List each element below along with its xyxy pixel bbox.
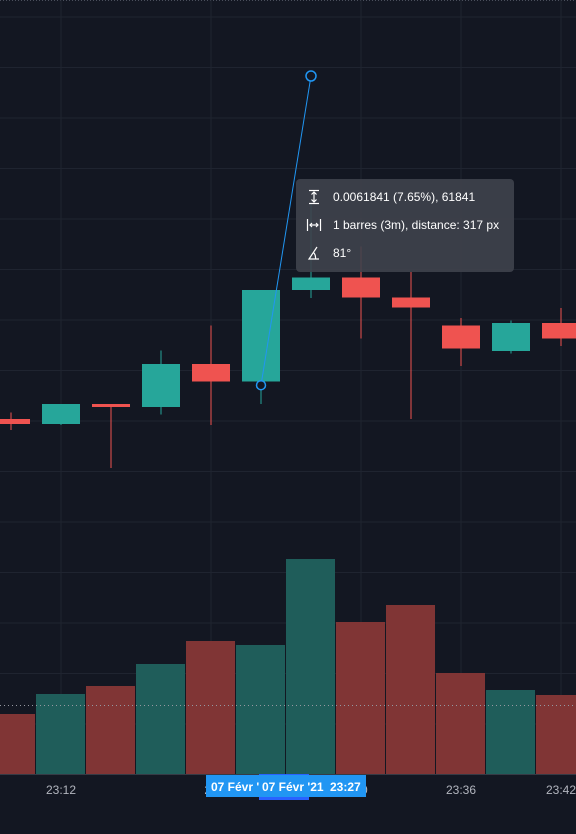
candle-body xyxy=(92,404,130,407)
price-range-measure-drawing[interactable] xyxy=(255,70,317,391)
crosshair-label-left-box xyxy=(206,775,259,797)
volume-bar xyxy=(236,645,285,774)
volume-bar xyxy=(336,622,385,774)
volume-bar xyxy=(436,673,485,774)
candle-body xyxy=(392,297,430,308)
volume-bars xyxy=(0,559,576,774)
candle-body xyxy=(192,364,230,382)
measure-bars-distance-text: 1 barres (3m), distance: 317 px xyxy=(333,218,499,232)
volume-bar xyxy=(486,690,535,774)
volume-bar xyxy=(136,664,185,774)
candle-body xyxy=(142,364,180,407)
time-axis-tick-label: 23:36 xyxy=(446,783,476,797)
angle-icon xyxy=(307,246,319,260)
volume-bar xyxy=(186,641,235,774)
measure-line xyxy=(260,75,312,386)
measure-price-change-text: 0.0061841 (7.65%), 61841 xyxy=(333,190,475,204)
crosshair-label-left: 07 Févr ' xyxy=(211,780,259,794)
crosshair-label-main: 07 Févr '21 xyxy=(262,780,324,794)
time-axis-tick-label: 23:42 xyxy=(546,783,576,797)
candle-body xyxy=(292,277,330,290)
volume-bar xyxy=(536,695,576,774)
crosshair-label-main-box xyxy=(259,775,366,797)
candle-body xyxy=(42,404,80,424)
crosshair-label-time: 23:27 xyxy=(330,780,361,794)
bars-range-icon xyxy=(306,219,322,231)
measure-start-handle[interactable] xyxy=(255,379,267,391)
volume-bar xyxy=(0,714,35,774)
candle-body xyxy=(342,277,380,298)
volume-bar xyxy=(286,559,335,774)
candle-body xyxy=(492,323,530,351)
measure-tooltip-box xyxy=(296,179,514,272)
candle-body xyxy=(542,323,576,339)
volume-bar xyxy=(386,605,435,774)
candle-body xyxy=(442,325,480,349)
volume-bar xyxy=(86,686,135,774)
measure-end-handle[interactable] xyxy=(305,70,317,82)
measure-tooltip: 0.0061841 (7.65%), 61841 1 barres (3m), … xyxy=(296,179,514,272)
candle-body xyxy=(0,419,30,424)
volume-bar xyxy=(36,694,85,774)
time-axis-tick-label: 23:12 xyxy=(46,783,76,797)
measure-angle-text: 81° xyxy=(333,246,351,260)
price-range-icon xyxy=(309,189,319,205)
crosshair-time-label[interactable]: 07 Févr ' 07 Févr '21 23:27 xyxy=(206,774,366,800)
